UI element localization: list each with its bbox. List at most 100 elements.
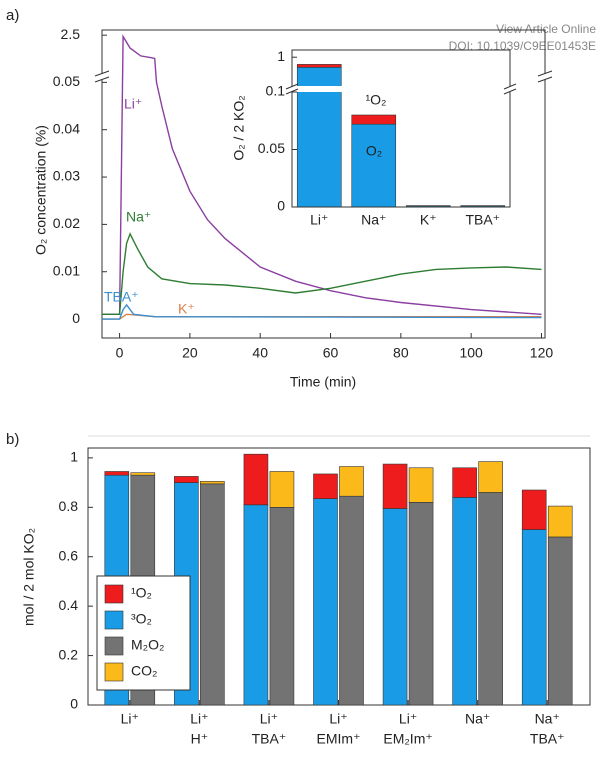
x-axis-label: Time (min): [290, 374, 356, 390]
x-tick-label: K⁺: [420, 212, 437, 228]
bar-segment: [452, 497, 477, 706]
y-axis-label: mol / 2 mol KO₂: [21, 528, 37, 626]
bar-segment: [243, 504, 269, 706]
legend-label: ³O₂: [131, 611, 152, 627]
legend-swatch: [104, 636, 124, 656]
bar-segment: [408, 502, 434, 706]
y-tick-label: 0.05: [53, 73, 80, 89]
bar-segment: [104, 471, 130, 476]
x-tick-label: TBA⁺: [465, 212, 500, 228]
y-axis-label: O₂ concentration (%): [33, 125, 49, 255]
plot-frame: [291, 49, 511, 208]
bar-segment: [339, 466, 364, 497]
legend-label: ¹O₂: [131, 585, 152, 601]
axis-break: [538, 74, 552, 80]
legend-swatch: [104, 610, 124, 630]
bar-segment: [547, 505, 573, 538]
bar-segment: [130, 472, 156, 476]
bar-segment: [351, 114, 397, 125]
y-tick-label: 0.4: [59, 597, 79, 613]
series-label: Li⁺: [124, 96, 142, 112]
bar-segment: [382, 463, 408, 509]
y-tick-label: 1: [277, 48, 285, 64]
x-tick-label: 0: [116, 345, 124, 361]
x-tick-label: Li⁺: [190, 711, 208, 727]
axis-break-mark: [503, 88, 517, 95]
article-link[interactable]: View Article Online: [496, 22, 596, 36]
x-tick-label: 40: [252, 345, 268, 361]
x-tick-label: Na⁺: [361, 212, 386, 228]
legend-label: M₂O₂: [131, 637, 164, 653]
bar-segment: [351, 123, 397, 208]
annotation: O₂: [366, 143, 382, 159]
bar-segment: [313, 473, 338, 499]
x-tick-label: 60: [323, 345, 339, 361]
x-tick-label: TBA⁺: [252, 731, 287, 747]
x-tick-label: Li⁺: [121, 711, 139, 727]
x-tick-label: Li⁺: [399, 711, 417, 727]
series-line: [102, 34, 542, 315]
x-tick-label: 80: [393, 345, 409, 361]
y-tick-label: 0.02: [53, 215, 80, 231]
axis-break-mark: [285, 83, 299, 90]
x-tick-label: EMIm⁺: [317, 731, 361, 747]
bar-segment: [521, 529, 547, 706]
series-label: TBA⁺: [104, 289, 139, 305]
y-tick-label: 0.03: [53, 168, 80, 184]
y-tick-label: 0.8: [59, 498, 79, 514]
bar-segment: [478, 461, 503, 493]
x-tick-label: Li⁺: [260, 711, 278, 727]
plot-frame: [101, 29, 546, 339]
x-tick-label: TBA⁺: [530, 731, 565, 747]
axis-break: [504, 87, 516, 91]
legend-swatch: [104, 662, 124, 682]
x-tick-label: EM₂Im⁺: [383, 731, 432, 747]
legend-swatch: [104, 584, 124, 604]
axis-break-mark: [537, 70, 553, 77]
axis-break-mark: [94, 76, 110, 83]
x-tick-label: Na⁺: [465, 711, 490, 727]
x-tick-label: H⁺: [191, 731, 209, 747]
series-label: Na⁺: [126, 209, 151, 225]
y-tick-label: 0.04: [53, 120, 80, 136]
y-axis-label: O₂ / 2 KO₂: [231, 95, 247, 160]
y-tick-label: 0.05: [258, 140, 285, 156]
x-tick-label: Na⁺: [535, 711, 560, 727]
bar-segment: [243, 453, 269, 506]
series-line: [102, 303, 542, 320]
x-tick-label: 20: [182, 345, 198, 361]
y-tick-label: 0: [72, 310, 80, 326]
series-line: [102, 232, 542, 315]
bar-segment: [452, 467, 477, 498]
y-tick-label: 0.2: [59, 646, 79, 662]
annotation: ¹O₂: [366, 92, 387, 108]
bar-segment: [408, 467, 434, 503]
y-tick-label: 1: [70, 449, 78, 465]
y-tick-label: 0.6: [59, 547, 79, 563]
legend-label: CO₂: [131, 663, 157, 679]
x-tick-label: Li⁺: [329, 711, 347, 727]
x-tick-label: 120: [530, 345, 554, 361]
bar-segment: [200, 483, 225, 706]
y-tick-label: 0.01: [53, 262, 80, 278]
panel-label: b): [6, 431, 19, 448]
axis-break: [286, 87, 298, 91]
x-tick-label: Li⁺: [310, 212, 328, 228]
bar-segment: [296, 64, 342, 68]
bar-segment: [200, 481, 225, 485]
axis-break: [286, 86, 516, 92]
axis-break-mark: [94, 70, 110, 77]
bar-segment: [174, 476, 199, 483]
panel-label: a): [6, 7, 19, 24]
y-tick-label: 0: [70, 696, 78, 712]
series-label: K⁺: [178, 301, 195, 317]
bar-segment: [269, 507, 295, 706]
y-tick-label: 0.1: [266, 83, 286, 99]
axis-break-mark: [503, 83, 517, 90]
bar-segment: [313, 498, 338, 706]
bar-segment: [521, 489, 547, 530]
bar-segment: [269, 471, 295, 508]
bar-segment: [382, 508, 408, 706]
